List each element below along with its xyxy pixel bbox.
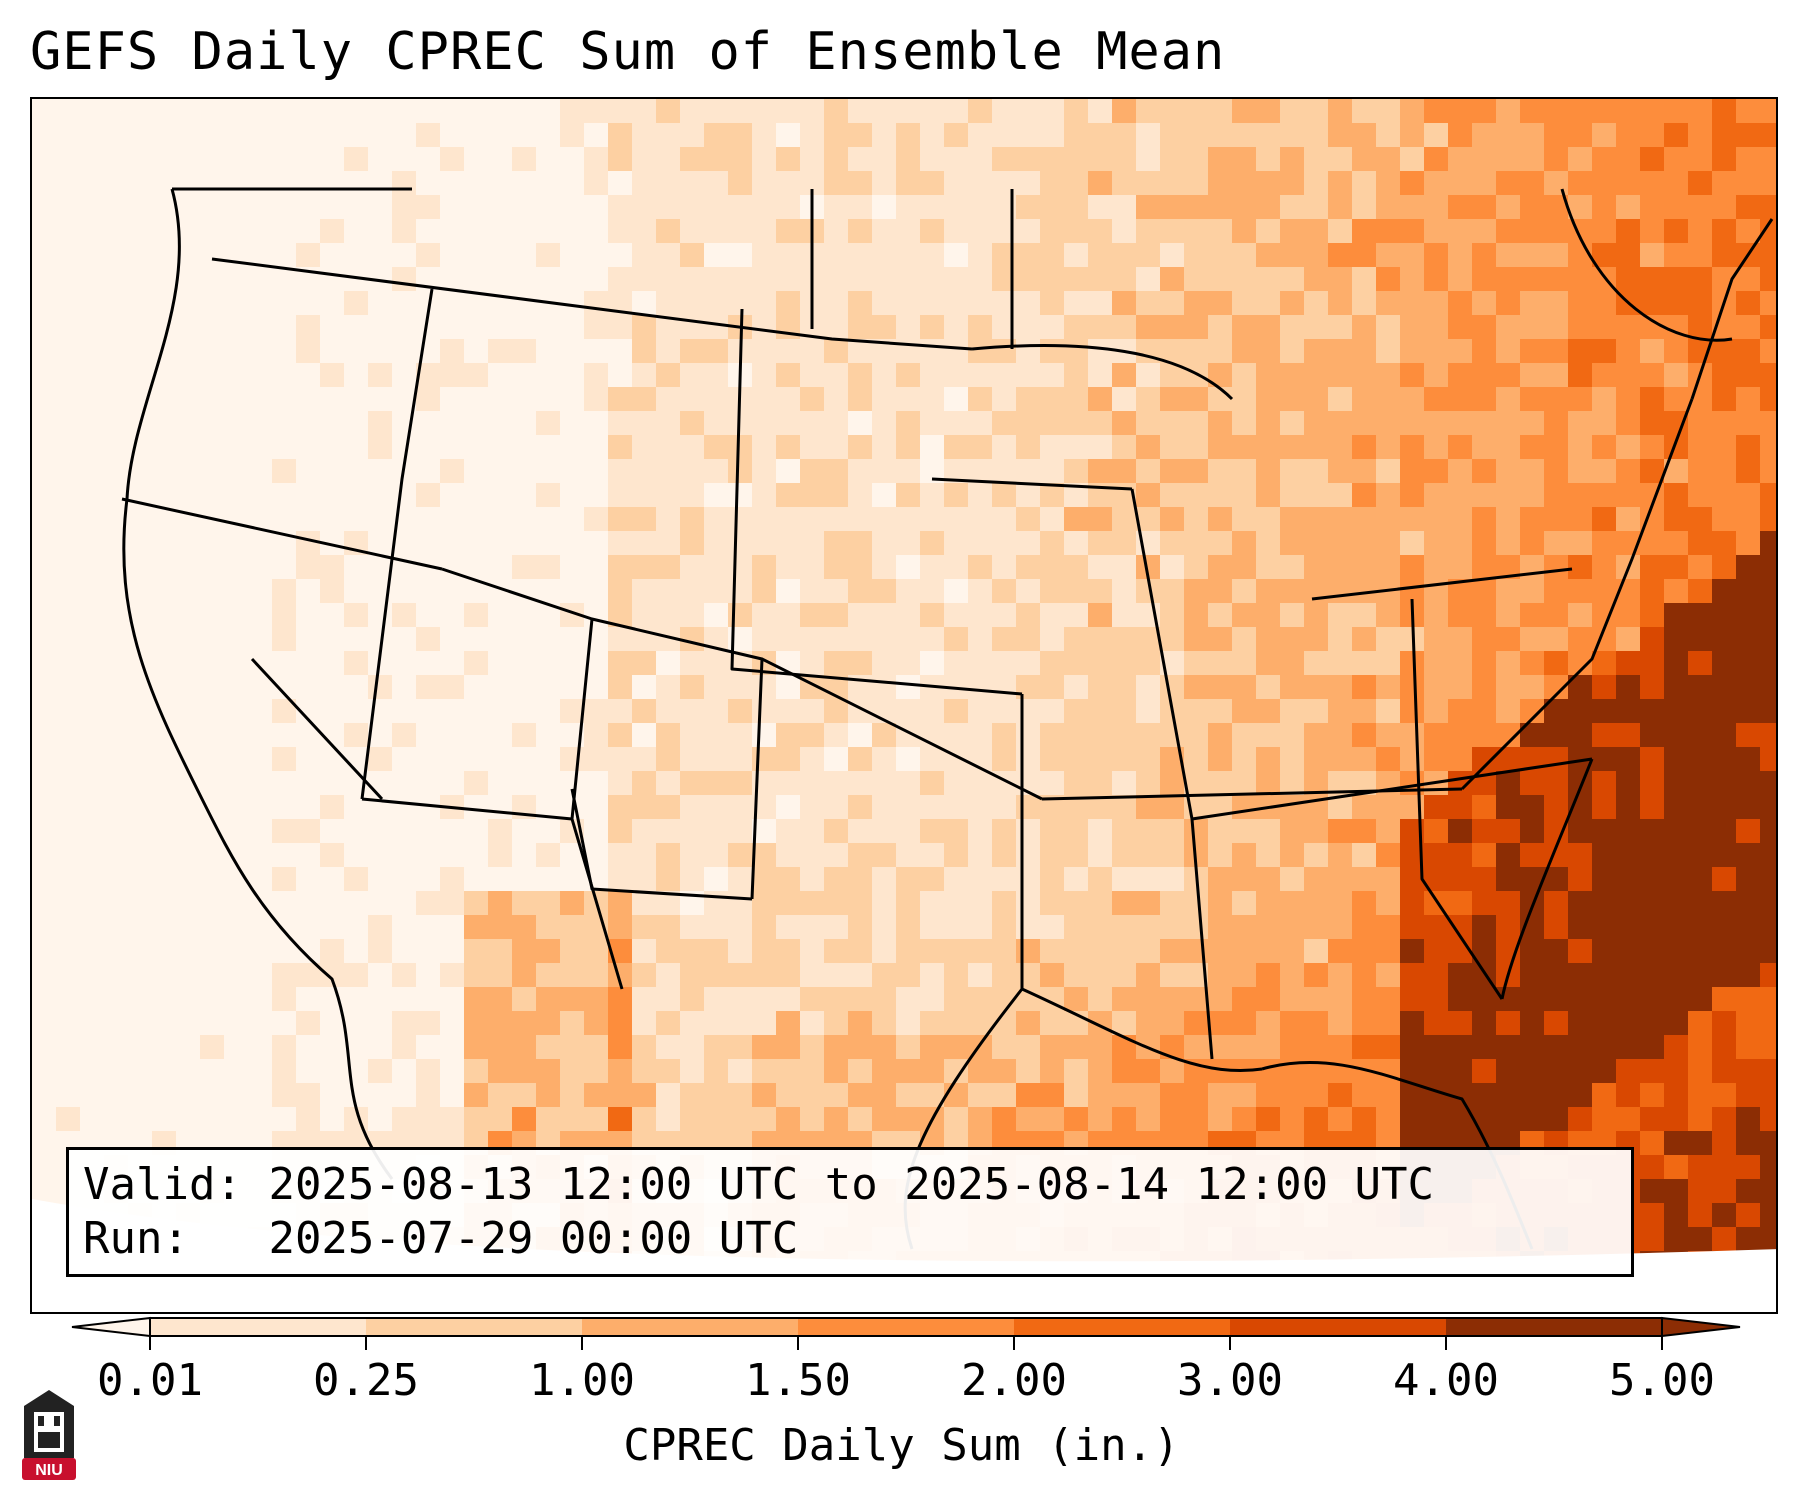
colorbar-tick-label: 3.00 [1177, 1355, 1283, 1406]
run-label: Run: [83, 1213, 189, 1264]
colorbar [71, 1316, 1741, 1350]
colorbar-segment [798, 1318, 1014, 1336]
colorbar-tick-label: 0.25 [313, 1355, 419, 1406]
colorbar-segment [150, 1318, 366, 1336]
colorbar-tick-label: 2.00 [961, 1355, 1067, 1406]
colorbar-tick-label: 1.50 [745, 1355, 851, 1406]
colorbar-segment [366, 1318, 582, 1336]
colorbar-segment [1014, 1318, 1230, 1336]
projection-edge [32, 1199, 1776, 1312]
state-borders [121, 187, 1774, 1250]
colorbar-segment [1446, 1318, 1662, 1336]
colorbar-label: CPREC Daily Sum (in.) [623, 1420, 1180, 1471]
colorbar-extend-high [1661, 1316, 1741, 1338]
valid-run-info: Valid: 2025-08-13 12:00 UTC to 2025-08-1… [66, 1147, 1634, 1277]
valid-label: Valid: [83, 1159, 242, 1210]
logo-text: NIU [35, 1462, 63, 1479]
niu-tower-icon: NIU [22, 1390, 76, 1480]
precip-map-canvas [32, 99, 1776, 1312]
colorbar-segment [1230, 1318, 1446, 1336]
precip-field [32, 99, 1776, 1312]
colorbar-tick-label: 0.01 [97, 1355, 203, 1406]
valid-text: 2025-08-13 12:00 UTC to 2025-08-14 12:00… [268, 1159, 1435, 1210]
run-text: 2025-07-29 00:00 UTC [268, 1213, 799, 1264]
colorbar-tick-labels: 0.01 0.25 1.00 1.50 2.00 3.00 4.00 5.00 [0, 1355, 1803, 1415]
colorbar-segment [582, 1318, 798, 1336]
colorbar-tick-label: 1.00 [529, 1355, 635, 1406]
map-title: GEFS Daily CPREC Sum of Ensemble Mean [30, 22, 1226, 82]
precip-map [30, 97, 1778, 1314]
colorbar-tick-label: 4.00 [1393, 1355, 1499, 1406]
colorbar-extend-low [71, 1316, 151, 1338]
colorbar-tick-label: 5.00 [1609, 1355, 1715, 1406]
